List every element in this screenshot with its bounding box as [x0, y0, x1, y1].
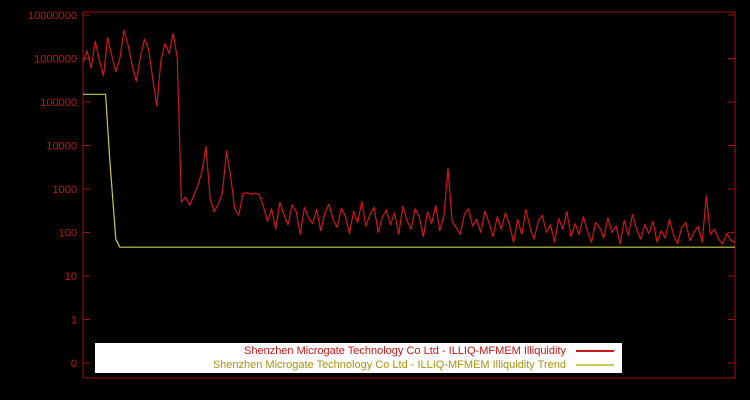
illiquidity-line [82, 29, 736, 245]
y-tick-label: 1000000 [34, 54, 77, 66]
y-tick-label: 100 [59, 228, 77, 240]
legend: Shenzhen Microgate Technology Co Ltd - I… [95, 343, 622, 373]
y-tick-label: 10000000 [28, 10, 77, 22]
legend-line-sample-illiquidity [576, 350, 614, 352]
y-tick-label: 100000 [40, 97, 77, 109]
y-tick-label: 10000 [46, 141, 77, 153]
legend-label-trend: Shenzhen Microgate Technology Co Ltd - I… [212, 359, 566, 371]
legend-line-sample-trend [576, 364, 614, 366]
plot-frame [82, 11, 736, 379]
legend-row-illiquidity: Shenzhen Microgate Technology Co Ltd - I… [101, 344, 616, 358]
legend-label-illiquidity: Shenzhen Microgate Technology Co Ltd - I… [244, 345, 566, 357]
y-tick-label: 0 [71, 358, 77, 370]
trend-line [83, 93, 735, 248]
legend-row-trend: Shenzhen Microgate Technology Co Ltd - I… [101, 358, 616, 372]
y-tick-label: 1000 [53, 184, 77, 196]
y-tick-label: 1 [71, 315, 77, 327]
y-tick-label: 10 [65, 271, 77, 283]
